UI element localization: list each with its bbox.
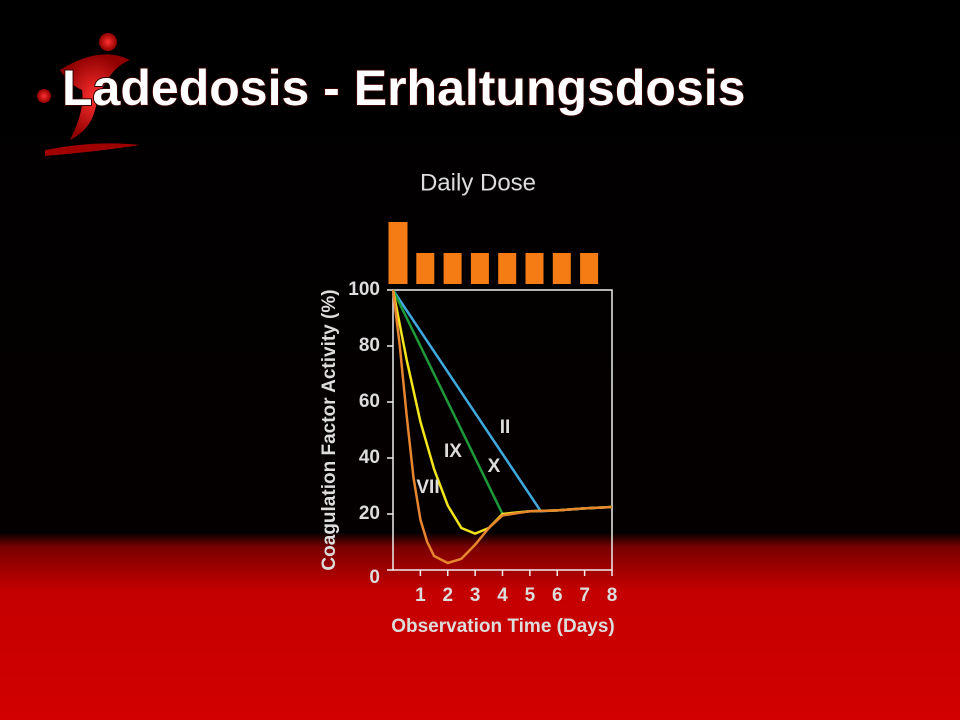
series-label: IX xyxy=(444,441,462,462)
dose-bar xyxy=(580,253,599,284)
series-label: X xyxy=(488,456,501,477)
x-tick-label: 5 xyxy=(525,585,536,606)
logo xyxy=(37,33,140,156)
x-tick-label: 8 xyxy=(607,585,618,606)
dose-title: Daily Dose xyxy=(420,169,536,196)
y-tick-label: 20 xyxy=(359,503,380,524)
x-tick-label: 1 xyxy=(415,585,426,606)
dose-bar xyxy=(470,253,489,284)
dose-bar xyxy=(498,253,517,284)
series-label: VII xyxy=(416,477,439,498)
dose-bar xyxy=(552,253,571,284)
y-tick-label: 60 xyxy=(359,391,380,412)
y-tick-label: 100 xyxy=(348,279,380,300)
y-tick-label: 80 xyxy=(359,335,380,356)
x-axis-label: Observation Time (Days) xyxy=(391,616,615,637)
x-tick-label: 6 xyxy=(552,585,563,606)
dose-bar xyxy=(525,253,544,284)
x-tick-label: 7 xyxy=(579,585,590,606)
series-line xyxy=(391,289,613,565)
dose-bar xyxy=(416,253,435,284)
slide-title: Ladedosis - Erhaltungsdosis xyxy=(62,60,745,116)
x-tick-label: 3 xyxy=(470,585,481,606)
y-axis-label: Coagulation Factor Activity (%) xyxy=(319,289,340,570)
y-tick-label: 40 xyxy=(359,447,380,468)
x-tick-label: 4 xyxy=(497,585,508,606)
y-tick-label: 0 xyxy=(369,567,380,588)
x-tick-label: 2 xyxy=(442,585,453,606)
dose-bar xyxy=(443,253,462,284)
dose-bar xyxy=(388,222,408,284)
series-label: II xyxy=(500,417,511,438)
